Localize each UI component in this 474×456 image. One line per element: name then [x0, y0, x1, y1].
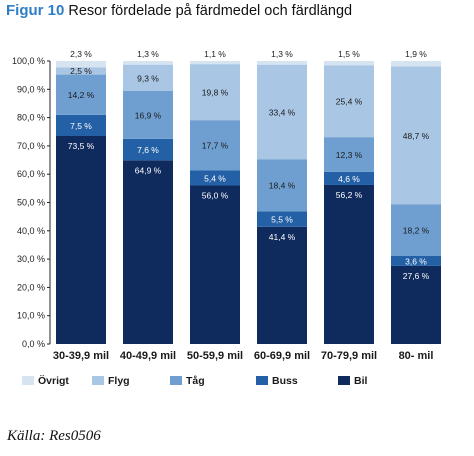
bar-segment-övrigt: [324, 61, 374, 66]
bar-label-bil: 41,4 %: [269, 232, 296, 242]
bar-segment-flyg: [391, 66, 441, 205]
bar-segment-bil: [324, 184, 374, 344]
legend-swatch-övrigt: [22, 376, 34, 385]
bar-label-övrigt: 1,5 %: [338, 49, 360, 59]
bar-label-buss: 5,5 %: [271, 215, 293, 225]
y-tick-label: 60,0 %: [17, 169, 45, 179]
bar-label-bil: 56,2 %: [336, 190, 363, 200]
source-note: Källa: Res0506: [7, 428, 101, 444]
y-tick-label: 0,0 %: [22, 339, 45, 349]
bar-segment-tåg: [391, 204, 441, 256]
bar-label-buss: 7,6 %: [137, 145, 159, 155]
y-tick-label: 30,0 %: [17, 254, 45, 264]
y-tick-label: 90,0 %: [17, 84, 45, 94]
bar-segment-flyg: [56, 67, 106, 75]
bar-label-flyg: 48,7 %: [403, 131, 430, 141]
bar-segment-övrigt: [123, 61, 173, 65]
y-tick-label: 40,0 %: [17, 226, 45, 236]
bar-segment-bil: [391, 265, 441, 344]
x-tick-label: 80- mil: [399, 350, 434, 362]
bar-segment-övrigt: [56, 61, 106, 68]
bar-segment-buss: [324, 171, 374, 185]
bar-label-buss: 4,6 %: [338, 174, 360, 184]
legend-swatch-tåg: [170, 376, 182, 385]
bar-segment-bil: [56, 135, 106, 344]
bar-label-flyg: 25,4 %: [336, 97, 363, 107]
bar-label-buss: 7,5 %: [70, 121, 92, 131]
bar-segment-flyg: [324, 65, 374, 138]
x-tick-label: 70-79,9 mil: [321, 350, 377, 362]
bar-label-tåg: 14,2 %: [68, 90, 95, 100]
bar-segment-bil: [123, 160, 173, 344]
legend-swatch-buss: [256, 376, 268, 385]
bar-segment-flyg: [257, 64, 307, 160]
bar-segment-buss: [391, 255, 441, 266]
bar-label-tåg: 16,9 %: [135, 110, 162, 120]
bar-segment-flyg: [123, 64, 173, 91]
figure-title-text: Resor fördelade på färdmedel och färdlän…: [68, 3, 353, 19]
x-tick-label: 50-59,9 mil: [187, 350, 243, 362]
legend-label-tåg: Tåg: [186, 375, 205, 387]
stacked-bar-chart: 0,0 % 10,0 % 20,0 % 30,0 % 40,0 % 50,0 % 60,0 …: [12, 49, 441, 387]
bar-label-buss: 5,4 %: [204, 173, 226, 183]
legend-label-buss: Buss: [272, 375, 298, 387]
bar-segment-buss: [56, 114, 106, 136]
bar-segment-tåg: [123, 90, 173, 139]
bar-segment-tåg: [257, 159, 307, 212]
bar-label-bil: 73,5 %: [68, 141, 95, 151]
legend-swatch-flyg: [92, 376, 104, 385]
bar-segment-buss: [123, 138, 173, 161]
bar-segment-bil: [190, 185, 240, 344]
legend-label-övrigt: Övrigt: [38, 374, 69, 387]
y-tick-label: 10,0 %: [17, 311, 45, 321]
x-tick-label: 60-69,9 mil: [254, 350, 310, 362]
y-tick-label: 20,0 %: [17, 282, 45, 292]
bar-label-flyg: 33,4 %: [269, 107, 296, 117]
x-tick-label: 30-39,9 mil: [53, 350, 109, 362]
bar-segment-tåg: [56, 74, 106, 115]
bar-segment-buss: [257, 211, 307, 227]
bar-segment-övrigt: [391, 61, 441, 67]
legend-label-bil: Bil: [354, 375, 368, 387]
x-tick-label: 40-49,9 mil: [120, 350, 176, 362]
bar-label-övrigt: 1,3 %: [271, 49, 293, 59]
figure-number: Figur 10: [6, 2, 65, 19]
bar-label-övrigt: 1,9 %: [405, 49, 427, 59]
bar-label-tåg: 18,4 %: [269, 181, 296, 191]
y-tick-label: 80,0 %: [17, 113, 45, 123]
bar-label-bil: 64,9 %: [135, 165, 162, 175]
bar-label-flyg: 9,3 %: [137, 73, 159, 83]
bar-segment-bil: [257, 226, 307, 344]
bar-label-övrigt: 2,3 %: [70, 49, 92, 59]
bar-label-bil: 56,0 %: [202, 191, 229, 201]
y-tick-label: 100,0 %: [12, 56, 45, 66]
bar-label-övrigt: 1,1 %: [204, 49, 226, 59]
bar-segment-flyg: [190, 64, 240, 121]
figure-title: Figur 10 Resor fördelade på färdmedel oc…: [6, 2, 352, 19]
bar-label-flyg: 2,5 %: [70, 66, 92, 76]
bar-segment-övrigt: [257, 61, 307, 65]
legend-label-flyg: Flyg: [108, 375, 130, 387]
bar-segment-tåg: [324, 137, 374, 172]
bar-segment-övrigt: [190, 61, 240, 65]
bar-label-tåg: 12,3 %: [336, 150, 363, 160]
y-tick-label: 50,0 %: [17, 198, 45, 208]
bar-label-övrigt: 1,3 %: [137, 49, 159, 59]
y-tick-label: 70,0 %: [17, 141, 45, 151]
bar-label-tåg: 18,2 %: [403, 225, 430, 235]
bar-segment-buss: [190, 170, 240, 186]
bar-label-flyg: 19,8 %: [202, 88, 229, 98]
bar-segment-tåg: [190, 120, 240, 171]
bar-label-bil: 27,6 %: [403, 271, 430, 281]
bar-label-buss: 3,6 %: [405, 256, 427, 266]
bar-label-tåg: 17,7 %: [202, 141, 229, 151]
legend-swatch-bil: [338, 376, 350, 385]
